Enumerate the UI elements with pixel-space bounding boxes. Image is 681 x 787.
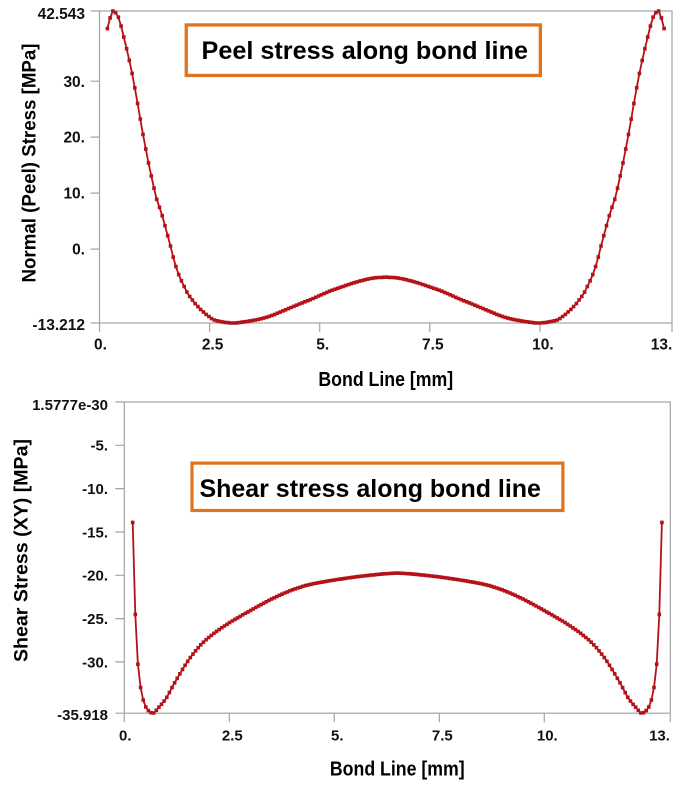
svg-text:42.543: 42.543 [38,6,86,23]
svg-text:30.: 30. [63,74,85,91]
svg-text:13.: 13. [651,337,673,354]
svg-text:0.: 0. [72,242,85,259]
svg-text:-30.: -30. [82,654,108,671]
svg-text:5.: 5. [331,727,344,744]
svg-text:-10.: -10. [82,481,108,498]
svg-text:10.: 10. [537,727,558,744]
svg-text:-35.918: -35.918 [57,707,108,724]
svg-text:20.: 20. [63,130,85,147]
svg-text:-25.: -25. [82,611,108,628]
svg-text:0.: 0. [119,727,132,744]
svg-text:-5.: -5. [90,438,108,455]
svg-text:2.5: 2.5 [222,727,243,744]
svg-text:7.5: 7.5 [432,727,453,744]
svg-text:-13.212: -13.212 [32,317,85,334]
svg-text:1.5777e-30: 1.5777e-30 [32,397,108,414]
svg-text:Shear Stress (XY) [MPa]: Shear Stress (XY) [MPa] [11,439,33,662]
svg-text:Normal (Peel) Stress [MPa]: Normal (Peel) Stress [MPa] [18,44,40,283]
svg-text:7.5: 7.5 [422,337,444,354]
svg-text:13.: 13. [649,727,670,744]
svg-text:Bond Line [mm]: Bond Line [mm] [330,759,465,781]
svg-text:2.5: 2.5 [202,337,224,354]
svg-text:10.: 10. [532,337,554,354]
svg-text:Shear stress along bond line: Shear stress along bond line [199,475,541,503]
svg-text:5.: 5. [316,337,329,354]
svg-text:0.: 0. [94,337,107,354]
svg-text:Bond Line [mm]: Bond Line [mm] [318,369,453,391]
svg-text:-20.: -20. [82,568,108,585]
svg-text:-15.: -15. [82,524,108,541]
svg-text:Peel stress along bond line: Peel stress along bond line [202,37,529,65]
svg-text:10.: 10. [63,186,85,203]
